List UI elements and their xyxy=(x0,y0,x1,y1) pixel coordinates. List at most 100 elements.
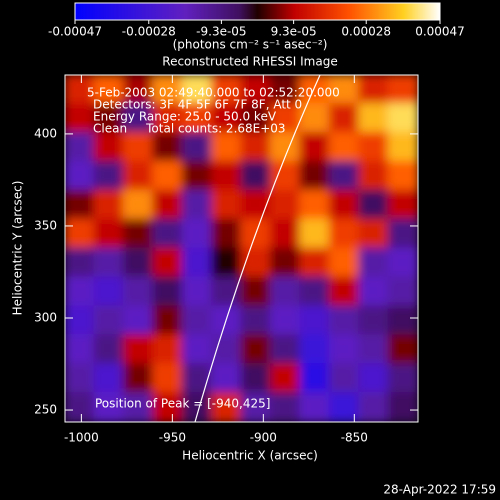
heatmap-cell xyxy=(122,334,155,366)
heatmap-cell xyxy=(328,392,361,422)
heatmap-cell xyxy=(328,189,361,221)
heatmap-cell xyxy=(240,75,272,105)
heatmap-cell xyxy=(328,363,361,395)
heatmap-cell xyxy=(269,276,302,308)
heatmap-cell xyxy=(299,363,331,395)
heatmap-cell xyxy=(328,276,361,308)
heatmap-cell xyxy=(240,276,272,308)
heatmap-cell xyxy=(358,334,390,366)
heatmap-cell xyxy=(299,189,331,221)
peak-label: Position of Peak = [-940,425] xyxy=(95,397,270,411)
heatmap-cell xyxy=(299,160,331,192)
colorbar-label: (photons cm⁻² s⁻¹ asec⁻²) xyxy=(173,38,328,52)
colorbar-tick-label: 9.3e-05 xyxy=(271,25,317,39)
solar-limb xyxy=(194,75,321,422)
heatmap-cell xyxy=(152,102,184,134)
heatmap-cell xyxy=(299,75,331,105)
annotation: 5-Feb-2003 02:49:40.000 to 02:52:20.000 xyxy=(87,86,340,100)
heatmap-cell xyxy=(358,392,390,422)
heatmap-cell xyxy=(122,160,155,192)
colorbar xyxy=(74,2,441,21)
heatmap-cell xyxy=(65,363,96,395)
heatmap-cell xyxy=(269,189,302,221)
heatmap-cell xyxy=(269,334,302,366)
heatmap-cell xyxy=(269,247,302,279)
x-tick-label: -900 xyxy=(250,431,277,445)
heatmap-cell xyxy=(65,218,96,250)
heatmap-cell xyxy=(122,131,155,163)
heatmap-cell xyxy=(328,305,361,337)
heatmap-cell xyxy=(211,160,243,192)
heatmap-cell xyxy=(387,247,418,279)
x-tick-label: -850 xyxy=(341,431,368,445)
heatmap-cell xyxy=(299,392,331,422)
heatmap-cell xyxy=(358,305,390,337)
timestamp: 28-Apr-2022 17:59 xyxy=(383,483,496,497)
heatmap-cell xyxy=(152,305,184,337)
heatmap-cell xyxy=(93,102,125,134)
colorbar-tick-label: -0.00047 xyxy=(48,25,102,39)
heatmap-cell xyxy=(211,334,243,366)
x-axis-label: Heliocentric X (arcsec) xyxy=(182,449,318,463)
heatmap-cell xyxy=(65,305,96,337)
heatmap-cell xyxy=(93,334,125,366)
heatmap-cell xyxy=(387,276,418,308)
heatmap-cell xyxy=(299,102,331,134)
heatmap-cell xyxy=(387,131,418,163)
heatmap-cell xyxy=(93,75,125,105)
heatmap-cell xyxy=(93,276,125,308)
heatmap-cell xyxy=(122,218,155,250)
colorbar-tick-label: -9.3e-05 xyxy=(196,25,246,39)
heatmap-cell xyxy=(358,276,390,308)
y-tick-label: 400 xyxy=(34,126,57,140)
heatmap-cell xyxy=(299,218,331,250)
heatmap-cell xyxy=(65,75,96,105)
y-tick-label: 300 xyxy=(34,310,57,324)
heatmap-cell xyxy=(269,75,302,105)
heatmap-cell xyxy=(269,363,302,395)
heatmap-cell xyxy=(387,392,418,422)
heatmap-cell xyxy=(269,160,302,192)
heatmap-cell xyxy=(152,334,184,366)
heatmap-cell xyxy=(387,189,418,221)
heatmap-cell xyxy=(269,131,302,163)
heatmap-cell xyxy=(211,276,243,308)
heatmap-cell xyxy=(240,305,272,337)
heatmap-cell xyxy=(152,218,184,250)
heatmap-cell xyxy=(181,189,214,221)
heatmap-cell xyxy=(181,218,214,250)
heatmap xyxy=(65,75,418,422)
heatmap-cell xyxy=(358,189,390,221)
chart-title: Reconstructed RHESSI Image xyxy=(162,55,337,69)
heatmap-cell xyxy=(387,102,418,134)
heatmap-cell xyxy=(122,189,155,221)
heatmap-cell xyxy=(65,102,96,134)
heatmap-cell xyxy=(93,218,125,250)
heatmap-cell xyxy=(328,131,361,163)
annotation: Energy Range: 25.0 - 50.0 keV xyxy=(93,110,277,124)
heatmap-cell xyxy=(152,189,184,221)
heatmap-cell xyxy=(328,247,361,279)
heatmap-cell xyxy=(211,363,243,395)
heatmap-cell xyxy=(122,75,155,105)
heatmap-cell xyxy=(152,276,184,308)
heatmap-cell xyxy=(93,247,125,279)
heatmap-cell xyxy=(240,334,272,366)
heatmap-cell xyxy=(93,363,125,395)
heatmap-cell xyxy=(65,160,96,192)
heatmap-cell xyxy=(181,276,214,308)
colorbar-tick-label: 0.00028 xyxy=(341,25,391,39)
heatmap-cell xyxy=(211,189,243,221)
heatmap-cell xyxy=(152,392,184,422)
heatmap-cell xyxy=(328,160,361,192)
annotation: Clean Total counts: 2.68E+03 xyxy=(93,122,286,136)
heatmap-cell xyxy=(328,75,361,105)
x-tick-label: -950 xyxy=(159,431,186,445)
heatmap-cell xyxy=(122,247,155,279)
heatmap-cell xyxy=(211,75,243,105)
heatmap-cell xyxy=(358,160,390,192)
heatmap-cell xyxy=(181,75,214,105)
plot-frame xyxy=(64,74,419,423)
heatmap-cell xyxy=(387,75,418,105)
heatmap-cell xyxy=(240,102,272,134)
